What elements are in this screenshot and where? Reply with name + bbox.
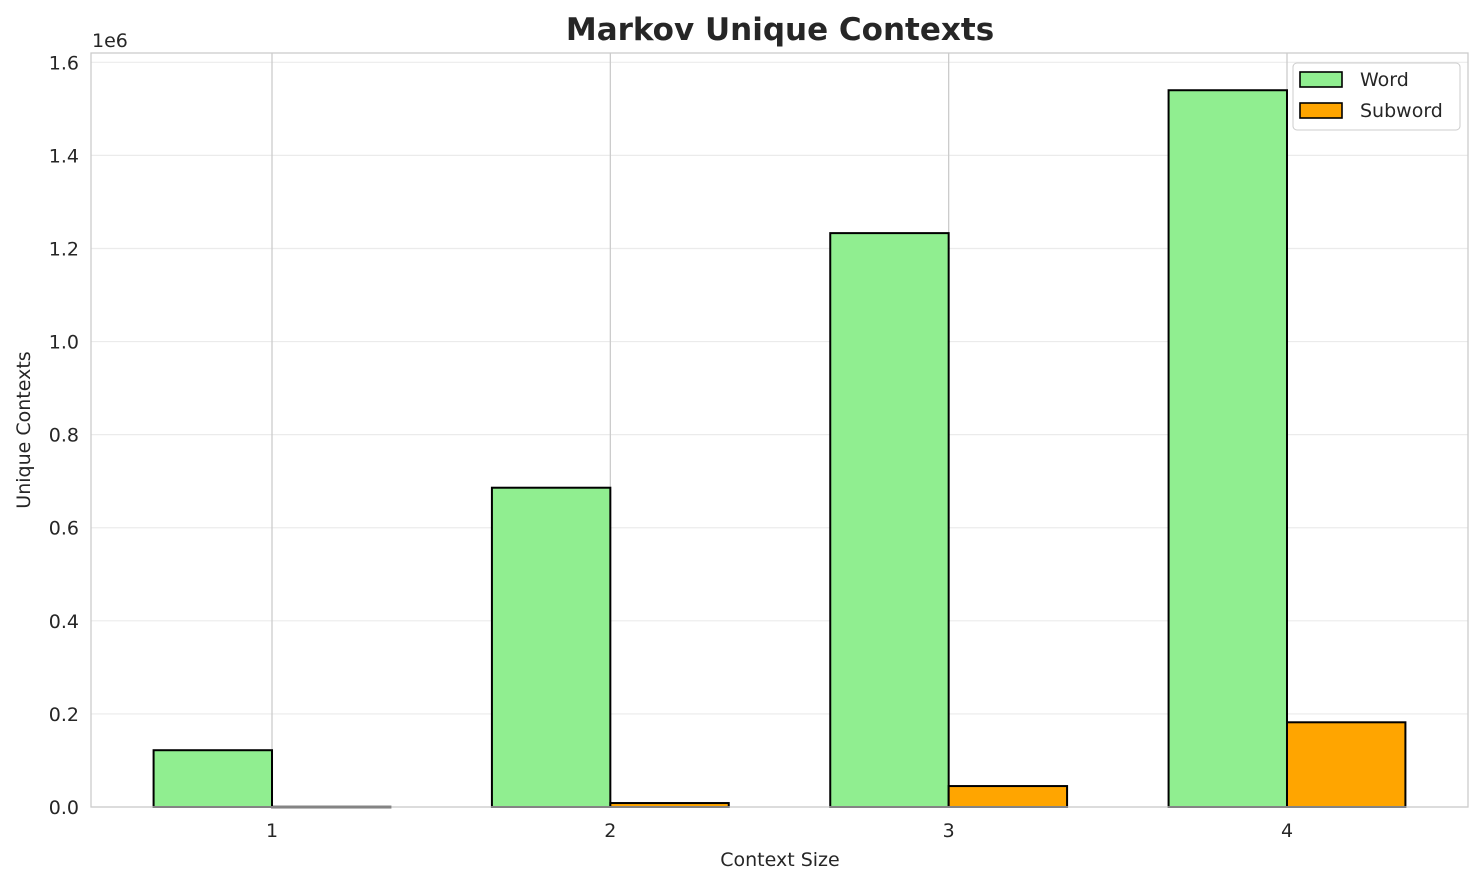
y-tick-label: 0.2 bbox=[49, 704, 79, 726]
y-tick-label: 1.6 bbox=[49, 52, 79, 74]
x-tick-label: 1 bbox=[266, 820, 278, 842]
legend-swatch-subword bbox=[1299, 102, 1343, 119]
x-axis-label: Context Size bbox=[720, 849, 839, 871]
y-tick-label: 1.0 bbox=[49, 332, 79, 354]
y-tick-label: 0.4 bbox=[49, 611, 79, 633]
legend-label-word: Word bbox=[1360, 69, 1409, 91]
y-tick-label: 0.0 bbox=[49, 797, 79, 819]
x-tick-label: 4 bbox=[1281, 820, 1293, 842]
chart-title: Markov Unique Contexts bbox=[566, 12, 994, 48]
legend: Word Subword bbox=[1292, 62, 1461, 131]
y-tick-label: 1.4 bbox=[49, 145, 79, 167]
bar-word bbox=[152, 749, 274, 808]
y-tick-label: 1.2 bbox=[49, 238, 79, 260]
x-tick-label: 2 bbox=[604, 820, 616, 842]
bar-word bbox=[829, 232, 950, 809]
bar-subword bbox=[1285, 721, 1407, 809]
plot-frame bbox=[90, 52, 1469, 808]
y-tick-label: 0.6 bbox=[49, 518, 79, 540]
legend-swatch-word bbox=[1299, 71, 1343, 88]
bar-word bbox=[1167, 89, 1288, 809]
bar-subword bbox=[947, 785, 1069, 808]
y-offset-label: 1e6 bbox=[92, 30, 128, 52]
y-tick-label: 0.8 bbox=[49, 425, 79, 447]
x-tick-label: 3 bbox=[943, 820, 955, 842]
legend-label-subword: Subword bbox=[1360, 100, 1443, 122]
bar-word bbox=[490, 486, 612, 808]
y-axis-label: Unique Contexts bbox=[13, 351, 35, 508]
